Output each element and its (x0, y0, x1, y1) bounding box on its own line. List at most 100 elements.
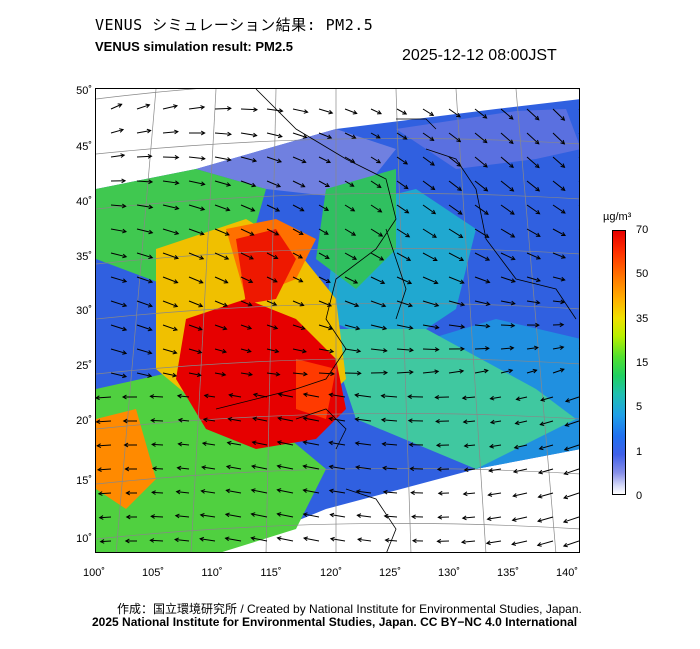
wind-arrow-head (199, 536, 205, 542)
wind-arrow (162, 228, 179, 235)
wind-arrow-head (273, 325, 279, 330)
colorbar-label: 0 (636, 490, 643, 502)
wind-arrow-head (350, 158, 356, 163)
wind-arrow-head (200, 489, 206, 494)
wind-arrow-head (251, 182, 257, 188)
wind-arrow (474, 276, 490, 283)
wind-arrow-head (200, 156, 206, 161)
wind-arrow (266, 300, 277, 306)
wind-arrow (226, 489, 242, 494)
wind-arrow-head (463, 467, 469, 473)
wind-arrow-head (198, 302, 204, 308)
wind-arrow-head (409, 347, 414, 353)
wind-arrow (489, 468, 502, 472)
wind-arrow-head (510, 278, 516, 283)
wind-arrow (202, 442, 216, 446)
wind-arrow (318, 300, 332, 307)
wind-arrow (552, 108, 565, 121)
wind-arrow (178, 419, 190, 422)
wind-arrow-head (172, 326, 178, 332)
wind-arrow-head (328, 416, 334, 422)
forecast-timestamp: 2025-12-12 08:00JST (402, 47, 557, 64)
wind-arrow-head (302, 512, 308, 517)
wind-arrow (344, 252, 357, 260)
wind-arrow (136, 204, 153, 208)
wind-arrow (240, 180, 256, 187)
wind-arrow-head (302, 416, 308, 421)
wind-arrow (214, 132, 231, 135)
wind-arrow (474, 228, 489, 238)
wind-arrow-head (149, 538, 155, 543)
wind-arrow (344, 108, 357, 114)
lon-label: 130˚ (437, 567, 461, 579)
wind-arrow-head (121, 178, 127, 184)
wind-arrow (303, 537, 320, 542)
wind-arrow (490, 420, 502, 424)
wind-arrow-head (276, 536, 282, 541)
wind-arrow (526, 180, 540, 192)
wind-arrow (329, 441, 346, 446)
wind-arrow (511, 540, 528, 545)
wind-arrow-head (174, 155, 180, 160)
wind-arrow (526, 132, 540, 145)
wind-arrow-head (251, 440, 257, 446)
lon-label: 120˚ (319, 567, 343, 579)
wind-arrow-head (560, 299, 566, 305)
wind-arrow (277, 537, 294, 542)
wind-arrow-head (323, 230, 329, 235)
wind-arrow-head (302, 488, 308, 493)
wind-arrow (500, 252, 515, 260)
wind-arrow (266, 348, 279, 353)
wind-arrow (318, 324, 333, 330)
wind-arrow-head (272, 278, 278, 283)
wind-arrow (382, 443, 398, 446)
wind-arrow (96, 420, 112, 423)
wind-arrow (396, 276, 412, 284)
wind-arrow-head (489, 395, 495, 401)
wind-arrow (266, 132, 283, 138)
wind-arrow-head (512, 493, 518, 498)
wind-arrow (251, 465, 268, 470)
wind-arrow (175, 538, 190, 542)
wind-arrow-head (559, 322, 565, 328)
credit-line: 作成：国立環境研究所 / Created by National Institu… (117, 602, 582, 616)
wind-arrow (303, 465, 320, 470)
wind-arrow (513, 468, 528, 473)
wind-arrow-head (563, 494, 569, 500)
wind-arrow-head (430, 161, 435, 166)
wind-arrow (292, 276, 303, 283)
wind-arrow (500, 108, 514, 120)
wind-arrow-head (352, 255, 358, 260)
wind-arrow (303, 513, 320, 518)
wind-arrow-head (329, 536, 335, 542)
wind-arrow (384, 515, 398, 518)
wind-arrow-head (535, 186, 541, 192)
wind-arrow-head (325, 182, 330, 188)
wind-arrow-head (356, 348, 362, 354)
wind-arrow-head (121, 394, 127, 400)
wind-arrow (552, 346, 564, 350)
wind-arrow (136, 300, 153, 307)
wind-arrow (526, 204, 540, 215)
wind-arrow (136, 104, 150, 110)
wind-arrow-head (173, 255, 179, 260)
wind-arrow (200, 538, 216, 542)
wind-arrow (396, 371, 413, 374)
wind-arrow-head (175, 489, 181, 495)
wind-arrow-head (382, 325, 388, 331)
wind-arrow (448, 370, 464, 374)
wind-arrow-head (402, 110, 408, 115)
wind-arrow-head (124, 538, 130, 544)
wind-arrow-head (151, 466, 157, 471)
wind-arrow-head (357, 537, 362, 543)
wind-arrow-head (122, 302, 128, 308)
wind-arrow (303, 393, 320, 398)
wind-arrow (578, 372, 579, 373)
wind-arrow-head (354, 417, 360, 422)
wind-arrow (355, 394, 372, 398)
wind-arrow (214, 348, 227, 353)
wind-arrow-head (508, 139, 514, 145)
wind-arrow (512, 516, 528, 521)
wind-arrow (422, 156, 435, 166)
wind-arrow (240, 252, 254, 260)
